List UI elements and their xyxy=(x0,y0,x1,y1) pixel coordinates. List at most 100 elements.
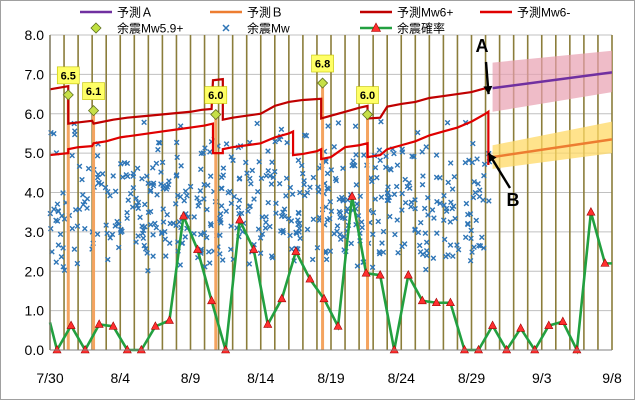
aftershock-point xyxy=(433,152,440,158)
aftershock-point xyxy=(301,192,308,199)
large-shock-marker xyxy=(317,77,329,89)
x-tick-label: 8/9 xyxy=(181,370,201,386)
aftershock-point xyxy=(414,129,421,136)
aftershock-point xyxy=(328,208,335,215)
aftershock-point xyxy=(402,176,408,183)
aftershock-point xyxy=(404,183,411,190)
aftershock-point xyxy=(48,129,54,136)
aftershock-point xyxy=(228,154,235,160)
aftershock-point xyxy=(206,260,213,266)
aftershock-point xyxy=(430,255,437,261)
aftershock-point xyxy=(238,210,245,217)
aftershock-point xyxy=(104,188,111,195)
aftershock-point xyxy=(133,239,139,245)
aftershock-point xyxy=(204,206,210,213)
probability-marker xyxy=(403,270,413,279)
magnitude-label-box xyxy=(82,82,105,100)
aftershock-point xyxy=(235,204,242,211)
aftershock-point xyxy=(198,150,205,157)
aftershock-point xyxy=(105,256,111,263)
aftershock-point xyxy=(251,196,257,202)
aftershock-point xyxy=(481,161,488,168)
aftershock-point xyxy=(119,228,125,235)
aftershock-point xyxy=(472,189,479,196)
aftershock-point xyxy=(448,199,454,206)
aftershock-point xyxy=(218,203,225,209)
aftershock-point xyxy=(334,228,340,235)
x-tick-label: 8/19 xyxy=(317,370,344,386)
aftershock-point xyxy=(388,167,394,173)
probability-marker xyxy=(502,344,512,354)
aftershock-point xyxy=(434,230,440,237)
aftershock-point xyxy=(449,205,456,212)
probability-marker xyxy=(417,295,427,305)
forecast-line xyxy=(492,71,613,90)
aftershock-point xyxy=(283,193,289,199)
aftershock-point xyxy=(197,231,204,238)
probability-marker xyxy=(80,344,90,354)
aftershock-point xyxy=(467,257,474,264)
aftershock-point xyxy=(158,230,165,237)
aftershock-point xyxy=(217,211,224,217)
aftershock-point xyxy=(247,175,253,182)
aftershock-point xyxy=(72,207,79,213)
aftershock-point xyxy=(71,246,78,252)
legend-label: 予測Mw6- xyxy=(517,6,570,20)
aftershock-point xyxy=(245,208,251,215)
magnitude-label: 6.5 xyxy=(61,70,76,82)
aftershock-point xyxy=(379,240,385,246)
aftershock-point xyxy=(173,139,180,146)
aftershock-point xyxy=(219,185,225,192)
probability-marker xyxy=(431,297,441,307)
aftershock-point xyxy=(220,165,227,171)
aftershock-point xyxy=(280,229,286,236)
aftershock-point xyxy=(462,159,469,166)
aftershock-point xyxy=(227,246,234,253)
probability-marker xyxy=(108,321,118,330)
aftershock-point xyxy=(295,157,302,164)
aftershock-point xyxy=(385,184,391,190)
aftershock-point xyxy=(466,157,472,164)
aftershock-point xyxy=(154,192,160,198)
legend-swatch xyxy=(222,24,230,32)
probability-marker xyxy=(66,320,76,329)
probability-marker xyxy=(516,323,526,332)
probability-marker xyxy=(445,297,455,307)
aftershock-point xyxy=(166,240,173,247)
aftershock-point xyxy=(71,131,78,138)
aftershock-point xyxy=(112,188,119,195)
probability-marker xyxy=(122,344,132,354)
aftershock-point xyxy=(195,203,202,209)
y-tick-label: 6.0 xyxy=(25,106,45,122)
aftershock-point xyxy=(440,217,447,224)
aftershock-point xyxy=(429,207,436,213)
aftershock-point xyxy=(244,170,250,176)
aftershock-point xyxy=(323,256,330,263)
aftershock-point xyxy=(254,188,261,195)
magnitude-label: 6.1 xyxy=(86,86,101,98)
aftershock-point xyxy=(174,154,180,161)
aftershock-point xyxy=(269,254,276,261)
aftershock-point xyxy=(112,223,119,229)
aftershock-point xyxy=(177,123,184,129)
aftershock-point xyxy=(326,215,333,222)
aftershock-point xyxy=(150,232,156,238)
aftershock-point xyxy=(259,231,266,237)
aftershock-point xyxy=(353,152,359,158)
aftershock-point xyxy=(372,164,379,171)
aftershock-point xyxy=(107,235,114,241)
aftershock-point xyxy=(441,192,447,199)
aftershock-point xyxy=(399,190,405,197)
large-shock-marker xyxy=(62,89,74,101)
aftershock-point xyxy=(359,224,365,231)
aftershock-point xyxy=(476,187,483,193)
series-mw6-plus xyxy=(49,77,486,125)
aftershock-point xyxy=(412,197,418,203)
aftershock-point xyxy=(149,164,156,171)
aftershock-point xyxy=(452,215,458,222)
aftershock-point xyxy=(393,183,400,190)
probability-marker xyxy=(263,319,273,328)
large-shock-marker xyxy=(87,105,100,117)
aftershock-point xyxy=(115,221,122,227)
